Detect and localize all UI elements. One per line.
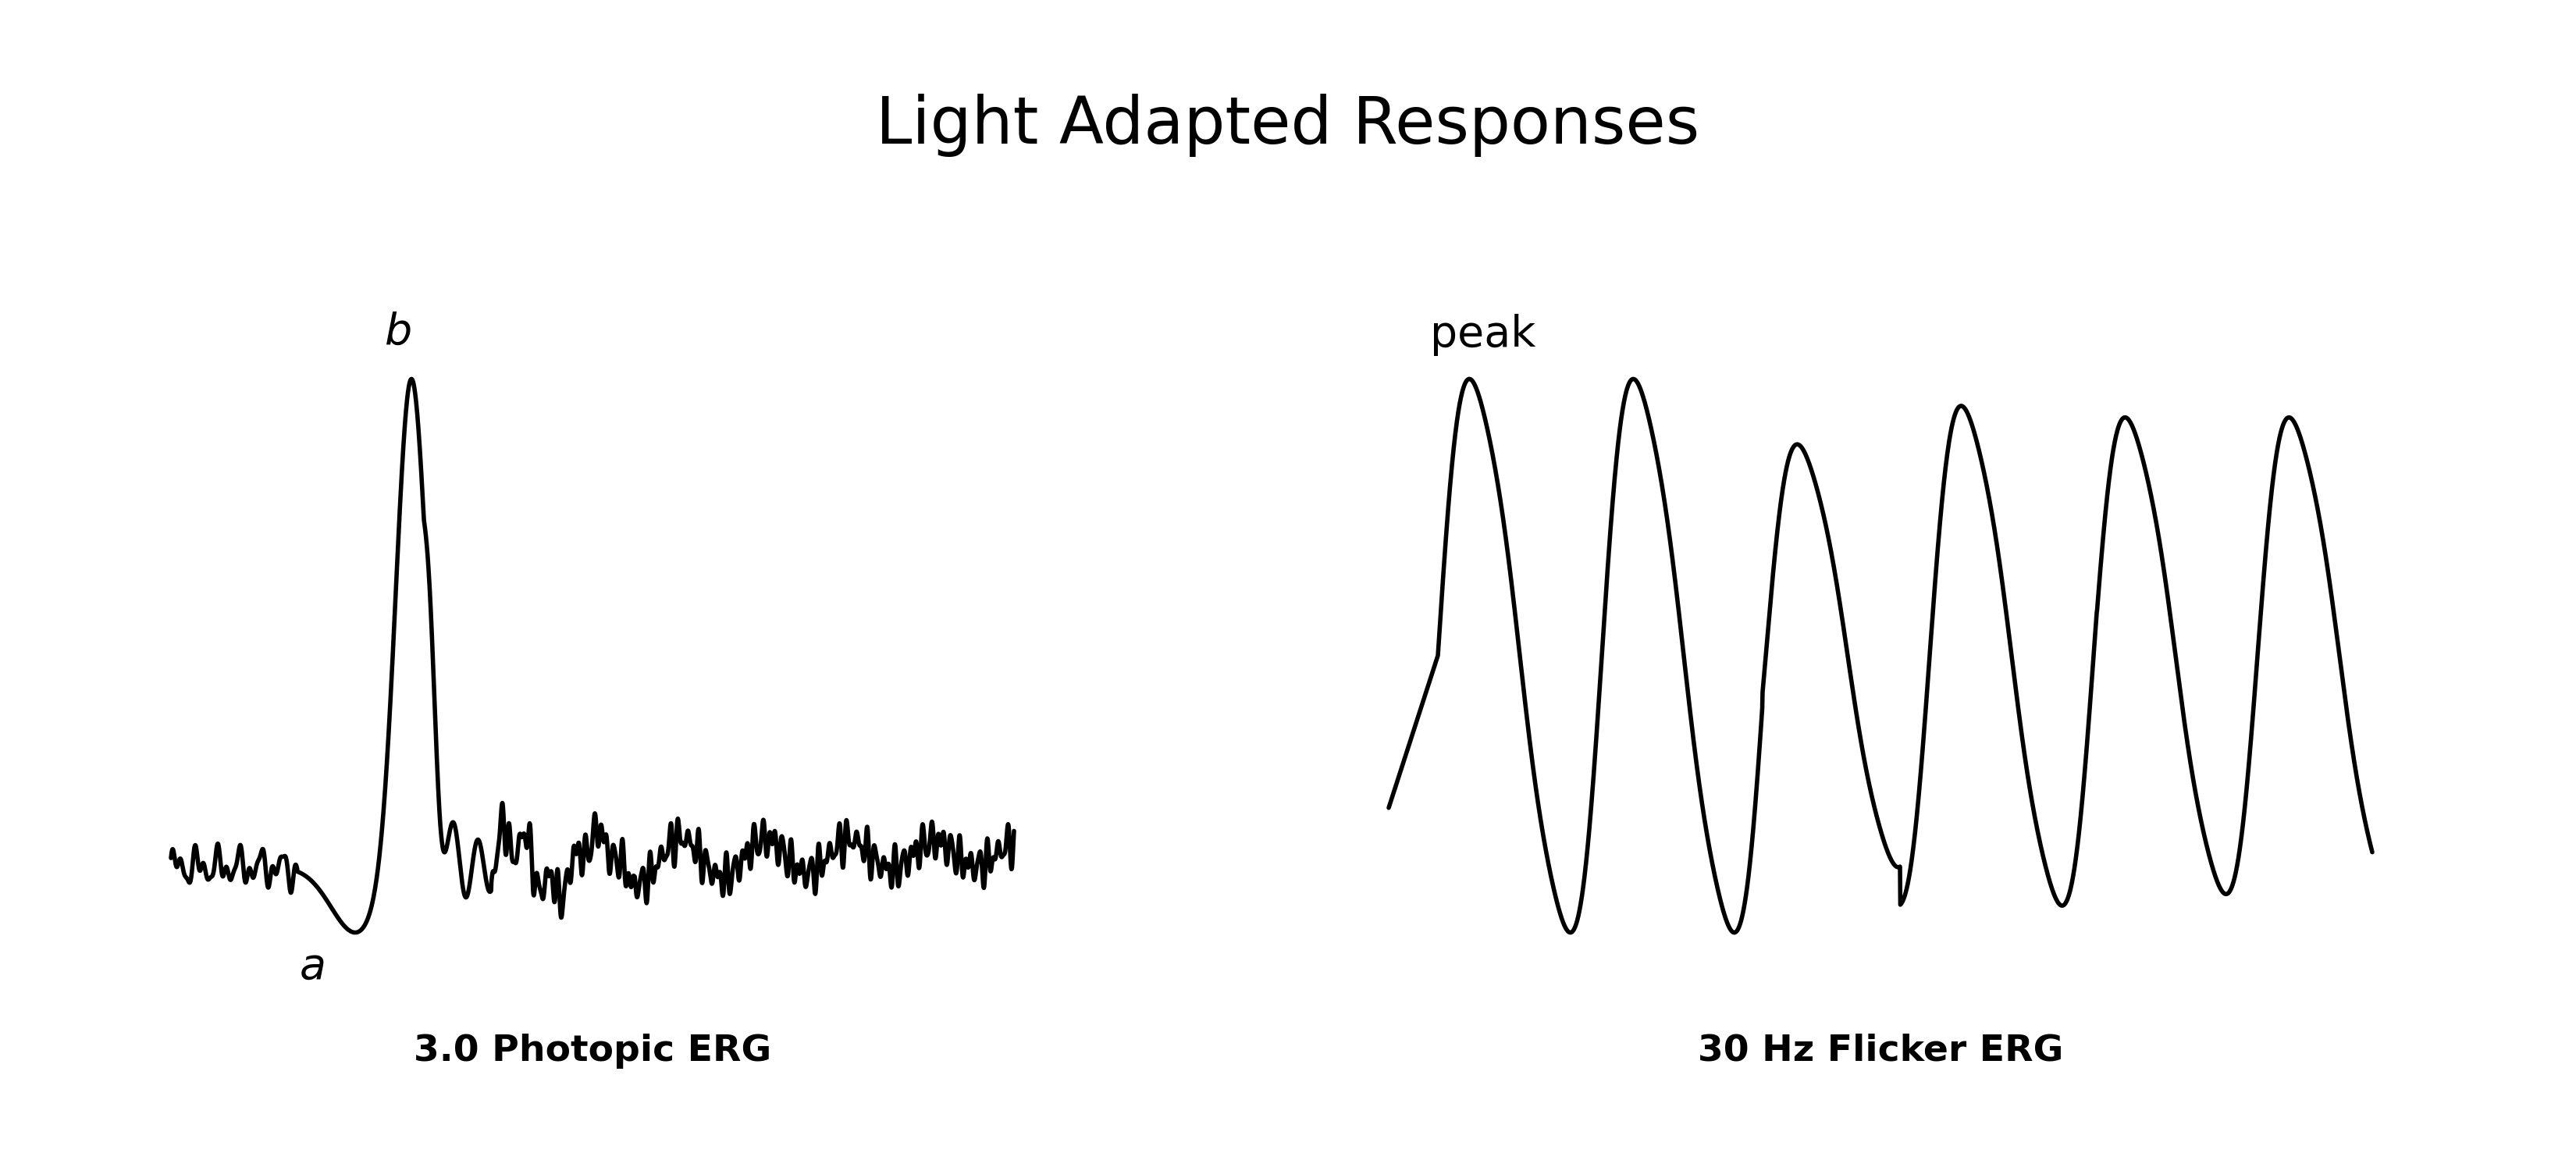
Text: peak: peak (1430, 314, 1535, 356)
Text: a: a (299, 946, 327, 987)
Text: b: b (386, 311, 412, 352)
Text: 30 Hz Flicker ERG: 30 Hz Flicker ERG (1698, 1033, 2063, 1068)
Text: Light Adapted Responses: Light Adapted Responses (876, 94, 1700, 157)
Text: 3.0 Photopic ERG: 3.0 Photopic ERG (415, 1033, 770, 1068)
